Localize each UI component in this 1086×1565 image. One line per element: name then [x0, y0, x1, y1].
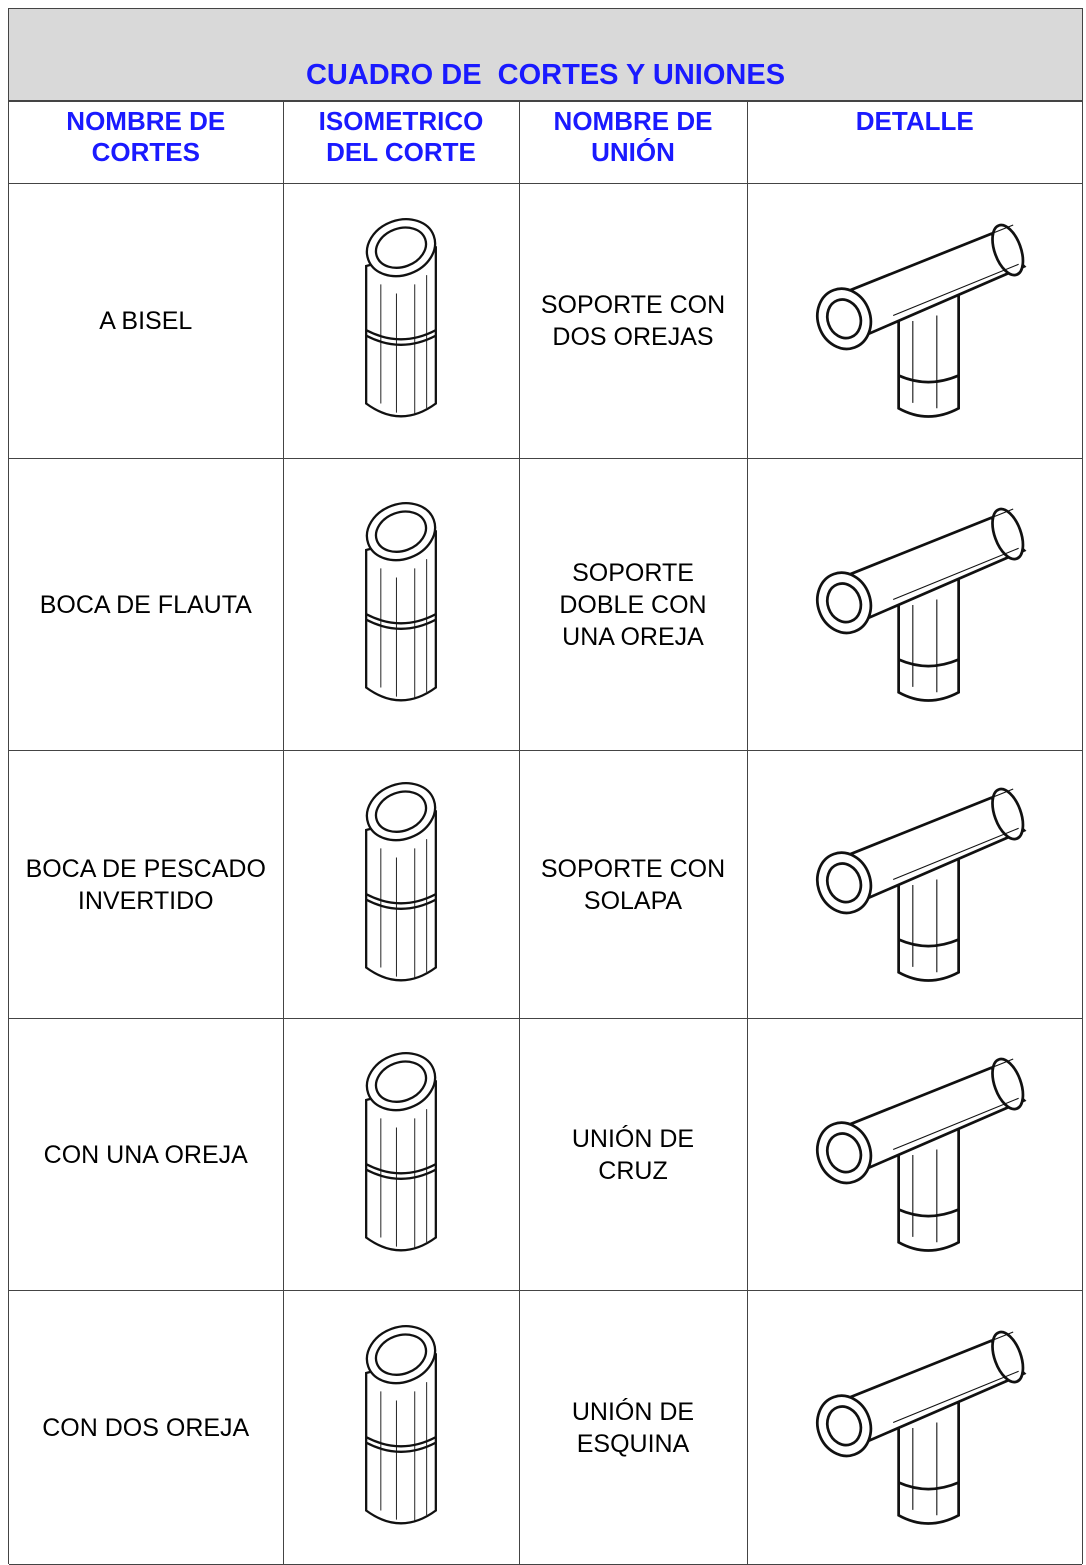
- header-text: UNIÓN: [591, 137, 675, 167]
- union-name: ESQUINA: [576, 1429, 690, 1458]
- header-text: ISOMETRICO: [318, 106, 484, 136]
- detail-cell: [746, 183, 1082, 459]
- union-name-cell: SOPORTE DOBLE CON UNA OREJA: [518, 458, 748, 751]
- union-name: UNIÓN DE: [571, 1397, 695, 1426]
- cut-iso-cell: [282, 458, 520, 751]
- header-row: NOMBRE DE CORTES ISOMETRICO DEL CORTE NOMB…: [9, 101, 1082, 184]
- table-row: A BISEL SOPORTE CON DOS OREJAS: [9, 183, 1082, 459]
- header-text: CORTES: [91, 137, 200, 167]
- union-name: CRUZ: [598, 1156, 668, 1185]
- illustration: [807, 503, 1031, 702]
- header-text: NOMBRE DE: [553, 106, 713, 136]
- document: CUADRO DE CORTES Y UNIONES NOMBRE DE CORT…: [8, 8, 1083, 1565]
- illustration: [357, 772, 445, 982]
- table-row: CON DOS OREJA UNIÓN DE ESQUINA: [9, 1290, 1082, 1565]
- header-cell: NOMBRE DE UNIÓN: [518, 101, 748, 184]
- union-name-cell: UNIÓN DE ESQUINA: [518, 1290, 748, 1565]
- union-name: UNIÓN DE: [571, 1124, 695, 1153]
- illustration: [357, 1315, 445, 1525]
- union-name-cell: SOPORTE CON DOS OREJAS: [518, 183, 748, 459]
- cut-iso-cell: [282, 1018, 520, 1291]
- illustration: [807, 1053, 1031, 1252]
- header-cell: DETALLE: [746, 101, 1082, 184]
- union-name: DOBLE CON: [559, 590, 707, 619]
- union-name: SOLAPA: [583, 886, 683, 915]
- header-text: NOMBRE DE: [66, 106, 226, 136]
- union-name: SOPORTE CON: [540, 291, 726, 319]
- title: CUADRO DE CORTES Y UNIONES: [9, 9, 1082, 101]
- union-name-cell: UNIÓN DE CRUZ: [518, 1018, 748, 1291]
- union-name: DOS OREJAS: [552, 323, 714, 351]
- illustration: [357, 1042, 445, 1252]
- illustration: [807, 783, 1031, 982]
- illustration: [807, 219, 1031, 418]
- union-name: SOPORTE: [572, 558, 694, 587]
- illustration: [357, 492, 445, 702]
- table-row: CON UNA OREJA UNIÓN DE CRUZ: [9, 1018, 1082, 1291]
- cut-name: BOCA DE PESCADO INVERTIDO: [25, 854, 266, 915]
- cut-name: BOCA DE FLAUTA: [39, 590, 252, 619]
- cut-iso-cell: [282, 183, 520, 459]
- cut-iso-cell: [282, 1290, 520, 1565]
- union-name: UNA OREJA: [562, 622, 704, 651]
- illustration: [357, 208, 445, 418]
- cut-name-cell: BOCA DE FLAUTA: [9, 458, 284, 751]
- header-cell: ISOMETRICO DEL CORTE: [282, 101, 520, 184]
- cut-name-cell: A BISEL: [9, 183, 284, 459]
- detail-cell: [746, 1018, 1082, 1291]
- cut-name-cell: CON UNA OREJA: [9, 1018, 284, 1291]
- cut-name: A BISEL: [99, 307, 193, 335]
- cut-name: CON DOS OREJA: [42, 1413, 250, 1442]
- table: NOMBRE DE CORTES ISOMETRICO DEL CORTE NOMB…: [9, 101, 1082, 1565]
- detail-cell: [746, 1290, 1082, 1565]
- header-text: DEL CORTE: [326, 137, 476, 167]
- header-text: DETALLE: [855, 106, 974, 136]
- table-row: BOCA DE FLAUTA SOPORTE DOBLE CON UNA OREJA: [9, 458, 1082, 751]
- illustration: [807, 1326, 1031, 1525]
- header-cell: NOMBRE DE CORTES: [9, 101, 284, 184]
- union-name-cell: SOPORTE CON SOLAPA: [518, 750, 748, 1019]
- cut-iso-cell: [282, 750, 520, 1019]
- cut-name-cell: BOCA DE PESCADO INVERTIDO: [9, 750, 284, 1019]
- cut-name: CON UNA OREJA: [43, 1140, 248, 1169]
- union-name: SOPORTE CON: [540, 854, 726, 883]
- detail-cell: [746, 458, 1082, 751]
- cut-name-cell: CON DOS OREJA: [9, 1290, 284, 1565]
- table-row: BOCA DE PESCADO INVERTIDO SOPORTE CON SOLA…: [9, 750, 1082, 1019]
- detail-cell: [746, 750, 1082, 1019]
